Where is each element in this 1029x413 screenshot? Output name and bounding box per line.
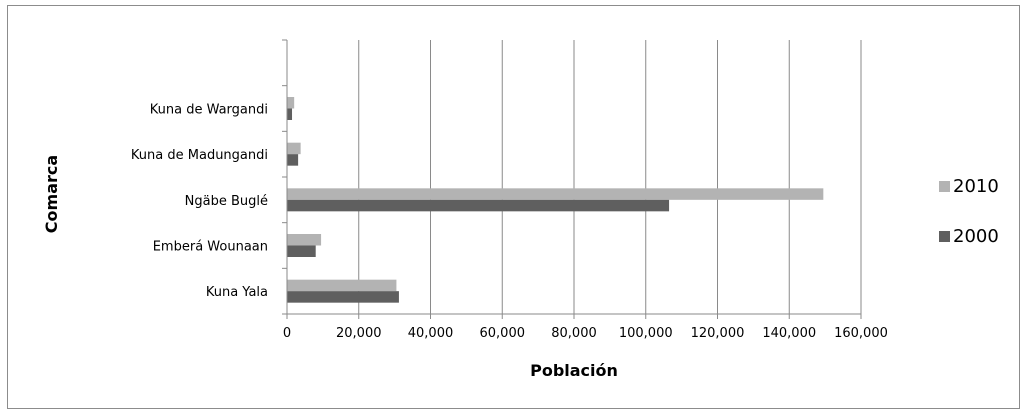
bar-2010-1 xyxy=(287,234,322,246)
x-tick-label: 100,000 xyxy=(619,326,673,341)
x-tick-label: 60,000 xyxy=(480,326,526,341)
bar-2010-2 xyxy=(287,188,824,200)
category-label: Emberá Wounaan xyxy=(153,240,268,255)
x-tick-labels: 0 20,000 40,000 60,000 80,000 100,000 120,000 1… xyxy=(283,326,888,341)
x-tick-label: 40,000 xyxy=(408,326,454,341)
legend: 2010 2000 xyxy=(939,176,999,247)
legend-swatch-2000 xyxy=(939,231,950,242)
x-axis-title: Población xyxy=(530,361,618,380)
bar-2000-0 xyxy=(287,291,399,303)
bar-2000-2 xyxy=(287,199,670,212)
x-tick-label: 140,000 xyxy=(762,326,816,341)
axes xyxy=(282,39,862,319)
bar-2010-0 xyxy=(287,279,397,292)
x-tick-label: 80,000 xyxy=(551,326,597,341)
legend-swatch-2010 xyxy=(939,181,950,192)
bar-2010-4 xyxy=(287,97,295,109)
bar-2000-3 xyxy=(287,154,299,166)
x-tick-label: 20,000 xyxy=(336,326,382,341)
category-labels: Kuna Yala Emberá Wounaan Ngäbe Buglé Kuna d… xyxy=(131,103,268,301)
bar-2000-1 xyxy=(287,245,316,257)
x-tick-label: 160,000 xyxy=(834,326,888,341)
legend-label-2000: 2000 xyxy=(953,226,999,247)
legend-label-2010: 2010 xyxy=(953,176,999,197)
gridlines xyxy=(358,40,862,314)
bar-2010-3 xyxy=(287,142,301,155)
category-label: Ngäbe Buglé xyxy=(185,194,268,209)
x-tick-label: 120,000 xyxy=(691,326,745,341)
x-tick-label: 0 xyxy=(283,326,291,341)
bars xyxy=(287,97,824,303)
y-axis-title: Comarca xyxy=(42,155,61,233)
category-label: Kuna de Madungandi xyxy=(131,148,268,163)
category-label: Kuna de Wargandi xyxy=(150,103,268,118)
category-label: Kuna Yala xyxy=(206,285,268,300)
bar-2000-4 xyxy=(287,108,293,120)
